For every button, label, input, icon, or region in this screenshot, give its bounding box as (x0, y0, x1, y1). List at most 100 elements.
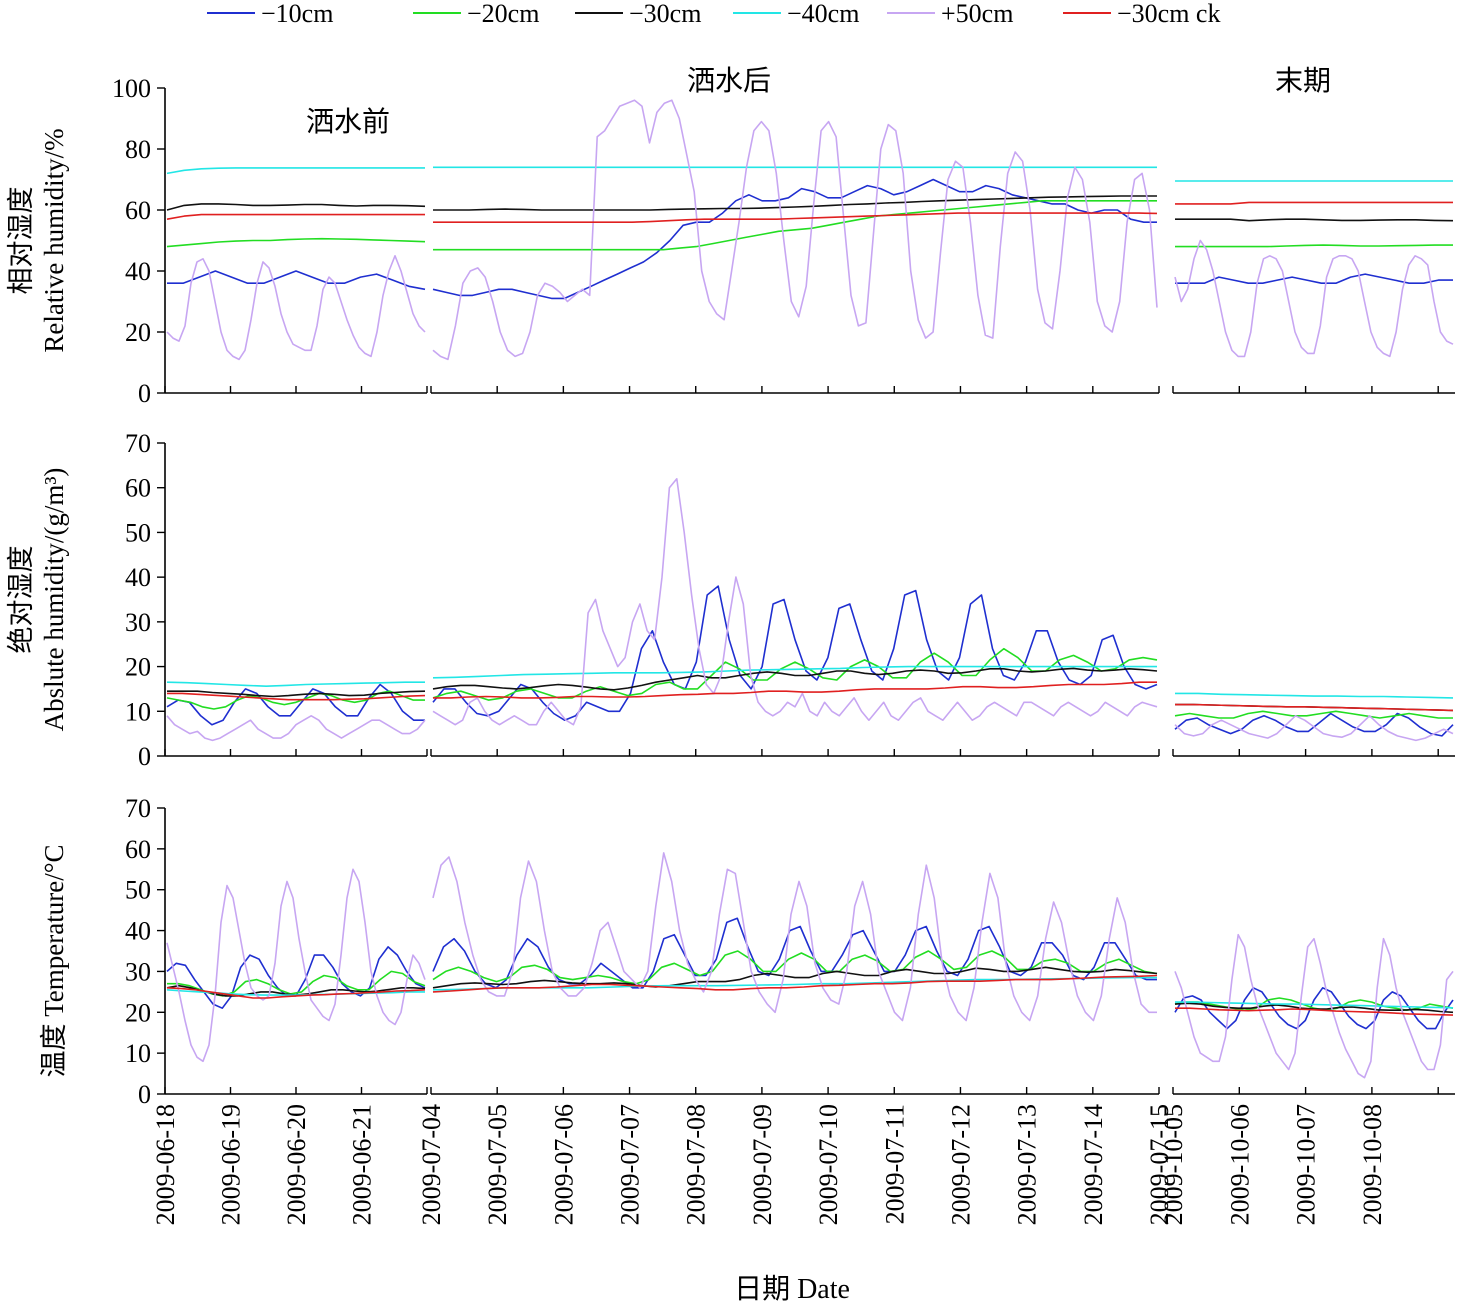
y-axis-label-en: Abslute humidity/(g/m³) (39, 468, 69, 732)
series-line-plus-50cm-segment-2 (1174, 933, 1454, 1079)
series-line-minus-10cm-segment-1 (432, 585, 1158, 722)
y-tick-label: 0 (138, 1080, 151, 1109)
series-line-plus-50cm-segment-0 (166, 868, 426, 1063)
series-line-plus-50cm-segment-0 (166, 255, 426, 361)
x-tick-label: 2009-07-13 (1013, 1104, 1042, 1225)
y-axis-label-en: Relative humidity/% (39, 128, 69, 352)
series-line-minus-10cm-segment-2 (1175, 273, 1453, 285)
series-line-minus-30cm-ck-segment-0 (166, 213, 425, 220)
series-line-plus-50cm-segment-2 (1174, 239, 1454, 358)
y-tick-label: 10 (125, 697, 151, 726)
legend: −10cm −20cm −30cm −40cm +50cm −30cm ck (207, 0, 1220, 28)
x-tick-label: 2009-07-05 (483, 1104, 512, 1225)
panel-absolute-humidity: 0 10 20 30 40 50 60 70 绝对湿度 Abslute humidity/(g/m… (6, 429, 1455, 771)
x-tick-label: 2009-06-19 (217, 1104, 246, 1225)
y-tick-label: 0 (138, 742, 151, 771)
y-tick-label: 30 (125, 957, 151, 986)
legend-entry-minus-10cm: −10cm (207, 0, 333, 28)
y-tick-label: 0 (138, 379, 151, 408)
series-line-minus-30cm-segment-1 (432, 966, 1158, 989)
legend-label-minus-30cm: −30cm (629, 0, 701, 28)
x-tick-label: 2009-07-08 (682, 1104, 711, 1225)
y-tick-label: 70 (125, 794, 151, 823)
series-line-minus-30cm-ck-segment-1 (433, 681, 1157, 699)
x-tick-label: 2009-10-07 (1292, 1104, 1321, 1225)
x-axis-label: 日期 Date (734, 1274, 850, 1305)
y-tick-label: 70 (125, 429, 151, 458)
y-tick-label: 50 (125, 518, 151, 547)
legend-entry-minus-30cm-ck: −30cm ck (1063, 0, 1220, 28)
x-tick-label: 2009-10-05 (1159, 1104, 1188, 1225)
legend-entry-plus-50cm: +50cm (887, 0, 1013, 28)
series-line-minus-40cm-segment-1 (432, 665, 1157, 679)
y-tick-label: 20 (125, 653, 151, 682)
panel-relative-humidity: 0 20 40 60 80 100 相对湿度 Relative humidity/% (6, 74, 1455, 408)
series-line-minus-30cm-ck-segment-0 (167, 692, 426, 701)
x-tick-label: 2009-07-09 (748, 1104, 777, 1225)
x-tick-label: 2009-06-18 (151, 1104, 180, 1225)
period-label-0: 洒水前 (306, 106, 390, 138)
period-label-1: 洒水后 (687, 65, 771, 97)
series-line-minus-30cm-ck-segment-2 (1175, 1007, 1454, 1016)
series-line-minus-10cm-segment-0 (166, 683, 425, 726)
series-line-minus-10cm-segment-2 (1174, 986, 1454, 1030)
legend-label-plus-50cm: +50cm (941, 0, 1013, 28)
x-tick-label: 2009-07-11 (880, 1104, 909, 1224)
x-tick-label: 2009-07-04 (417, 1104, 446, 1225)
series-line-minus-40cm-segment-0 (166, 681, 425, 688)
period-label-2: 末期 (1275, 65, 1331, 97)
y-tick-label: 80 (125, 135, 151, 164)
y-tick-label: 20 (125, 318, 151, 347)
series-line-plus-50cm-segment-1 (432, 477, 1158, 726)
x-axis-tick-labels: 2009-06-18 2009-06-19 2009-06-20 2009-06-21… (151, 1104, 1387, 1225)
y-tick-label: 60 (125, 196, 151, 225)
series-line-minus-30cm-segment-2 (1175, 218, 1454, 222)
y-tick-label: 20 (125, 998, 151, 1027)
y-tick-label: 30 (125, 608, 151, 637)
x-tick-label: 2009-06-21 (348, 1104, 377, 1225)
series-line-minus-30cm-ck-segment-0 (166, 987, 426, 999)
series-line-minus-10cm-segment-0 (166, 946, 426, 1010)
x-tick-label: 2009-06-20 (282, 1104, 311, 1225)
panel-temperature: 0 10 20 30 40 50 60 70 温度 Temperature/°C (39, 794, 1455, 1109)
legend-label-minus-30cm-ck: −30cm ck (1117, 0, 1220, 28)
series-line-minus-30cm-ck-segment-1 (433, 212, 1158, 223)
series-line-plus-50cm-segment-1 (432, 99, 1158, 361)
series-line-plus-50cm-segment-1 (432, 852, 1157, 1022)
x-tick-label: 2009-07-12 (946, 1104, 975, 1225)
series-line-plus-50cm-segment-2 (1174, 714, 1454, 742)
y-axis-label-cn: 相对湿度 (6, 187, 36, 295)
series-line-minus-30cm-segment-0 (166, 203, 426, 211)
series-line-minus-20cm-segment-2 (1174, 710, 1453, 719)
legend-entry-minus-20cm: −20cm (413, 0, 539, 28)
x-tick-label: 2009-07-10 (814, 1104, 843, 1225)
legend-label-minus-10cm: −10cm (261, 0, 333, 28)
series-line-minus-30cm-ck-segment-2 (1175, 703, 1454, 712)
y-tick-label: 100 (112, 74, 151, 103)
y-axis-label-cn: 绝对湿度 (6, 546, 36, 654)
y-tick-label: 10 (125, 1039, 151, 1068)
legend-entry-minus-30cm: −30cm (575, 0, 701, 28)
legend-entry-minus-40cm: −40cm (733, 0, 859, 28)
x-tick-label: 2009-07-15 (1145, 1104, 1174, 1225)
y-tick-label: 40 (125, 257, 151, 286)
legend-label-minus-40cm: −40cm (787, 0, 859, 28)
x-tick-label: 2009-07-07 (616, 1104, 645, 1225)
x-tick-label: 2009-07-06 (549, 1104, 578, 1225)
series-line-minus-20cm-segment-0 (166, 237, 426, 248)
series-line-minus-40cm-segment-2 (1175, 1001, 1454, 1009)
series-line-minus-30cm-ck-segment-2 (1175, 201, 1453, 205)
series-line-minus-30cm-segment-0 (167, 690, 426, 698)
legend-label-minus-20cm: −20cm (467, 0, 539, 28)
series-line-minus-40cm-segment-2 (1175, 692, 1454, 699)
y-tick-label: 40 (125, 917, 151, 946)
y-tick-label: 60 (125, 835, 151, 864)
series-line-minus-30cm-segment-1 (432, 667, 1158, 691)
series-line-minus-40cm-segment-0 (166, 167, 425, 175)
y-tick-label: 60 (125, 474, 151, 503)
series-line-minus-30cm-ck-segment-1 (432, 974, 1158, 993)
series-line-minus-20cm-segment-1 (433, 200, 1157, 251)
series-line-minus-10cm-segment-1 (432, 178, 1157, 300)
